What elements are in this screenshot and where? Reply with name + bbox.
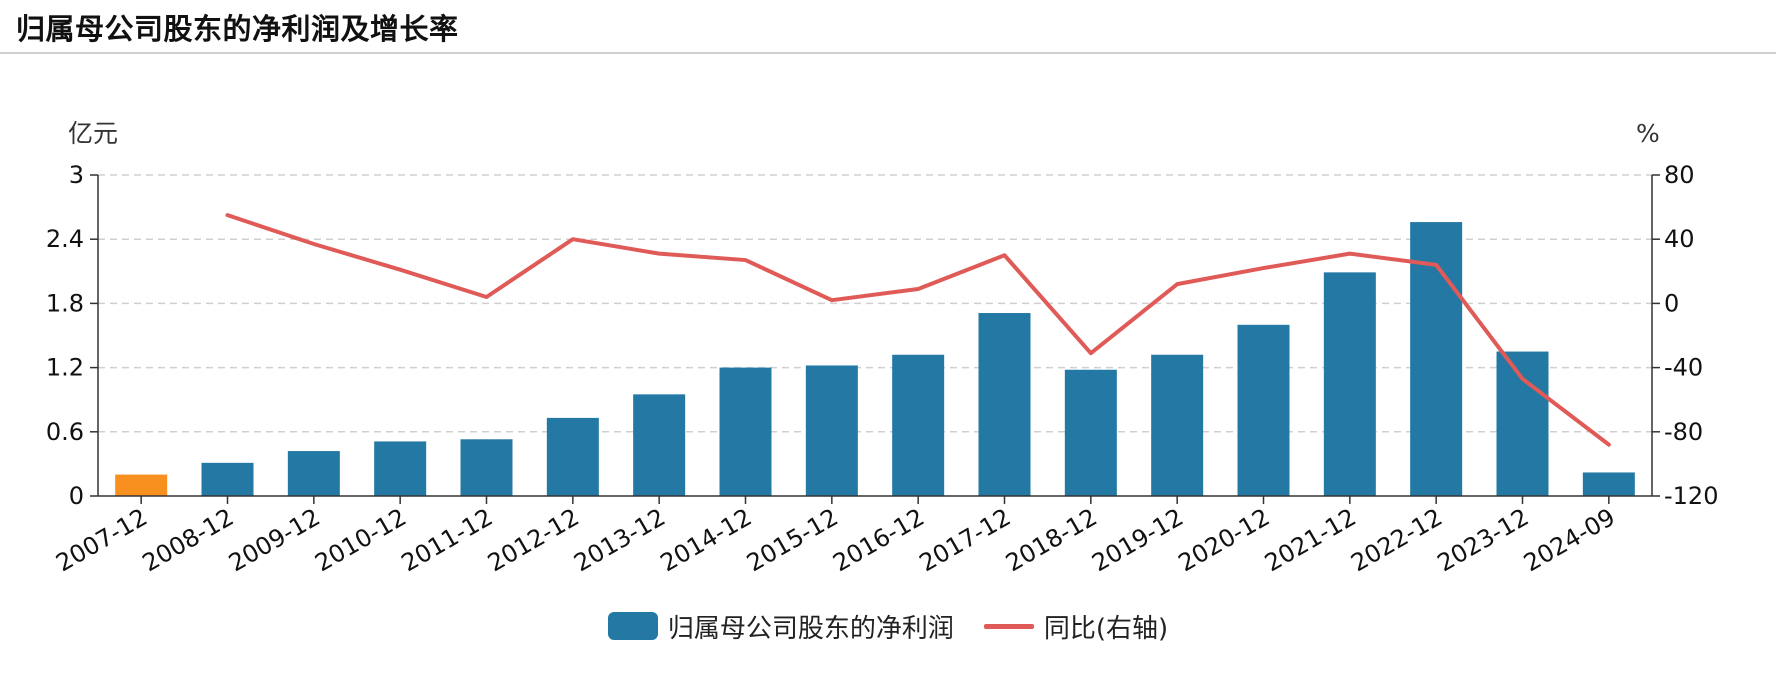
legend-label-yoy: 同比(右轴) xyxy=(1043,613,1169,644)
x-tick-label: 2023-12 xyxy=(1433,503,1534,577)
x-tick-label: 2018-12 xyxy=(1001,503,1102,577)
x-tick-label: 2024-09 xyxy=(1519,503,1620,577)
left-tick-label: 1.8 xyxy=(46,289,84,317)
bar xyxy=(892,354,945,496)
bar xyxy=(460,439,513,496)
left-axis-unit: 亿元 xyxy=(68,119,118,148)
bar xyxy=(1582,472,1635,496)
x-tick-label: 2011-12 xyxy=(397,503,498,577)
x-tick-label: 2017-12 xyxy=(915,503,1016,577)
left-tick-label: 0.6 xyxy=(46,418,84,446)
line-layer xyxy=(225,213,1611,447)
bar xyxy=(805,365,858,496)
x-tick-label: 2007-12 xyxy=(51,503,152,577)
legend-label-net-profit: 归属母公司股东的净利润 xyxy=(667,613,954,644)
bar xyxy=(287,451,340,496)
x-tick-label: 2008-12 xyxy=(138,503,239,577)
right-tick-label: 80 xyxy=(1664,161,1695,189)
x-tick-label: 2022-12 xyxy=(1346,503,1447,577)
bar xyxy=(546,417,599,496)
chart-canvas: 0 0.6 1.2 1.8 2.4 3 -120 -80 -40 0 40 80 2007-122008… xyxy=(46,119,1719,577)
x-tick-label: 2021-12 xyxy=(1260,503,1361,577)
axis-layer: 0 0.6 1.2 1.8 2.4 3 -120 -80 -40 0 40 80 2007-122008… xyxy=(46,161,1719,577)
bar xyxy=(1496,351,1549,496)
bar xyxy=(719,367,772,496)
bar xyxy=(633,394,686,496)
title-bar: 归属母公司股东的净利润及增长率 xyxy=(0,0,1776,54)
bar xyxy=(1323,272,1376,496)
left-tick-label: 3 xyxy=(69,161,84,189)
left-tick-label: 1.2 xyxy=(46,354,84,382)
right-tick-label: 0 xyxy=(1664,289,1679,317)
legend-item-yoy[interactable]: 同比(右轴) xyxy=(983,608,1169,645)
bar xyxy=(1064,369,1117,496)
x-tick-label: 2015-12 xyxy=(742,503,843,577)
bar xyxy=(374,441,427,496)
right-tick-label: -40 xyxy=(1664,354,1703,382)
x-tick-label: 2012-12 xyxy=(483,503,584,577)
legend-item-net-profit[interactable]: 归属母公司股东的净利润 xyxy=(607,608,954,645)
chart-title: 归属母公司股东的净利润及增长率 xyxy=(16,12,459,46)
grid-layer xyxy=(98,174,1652,433)
bar xyxy=(1237,324,1290,496)
right-tick-label: 40 xyxy=(1664,225,1695,253)
x-tick-label: 2010-12 xyxy=(310,503,411,577)
yoy-line xyxy=(225,213,1611,447)
x-tick-label: 2014-12 xyxy=(656,503,757,577)
x-tick-label: 2020-12 xyxy=(1174,503,1275,577)
bar xyxy=(1151,354,1204,496)
left-tick-label: 0 xyxy=(69,482,84,510)
legend: 归属母公司股东的净利润 同比(右轴) xyxy=(0,604,1776,648)
x-tick-label: 2009-12 xyxy=(224,503,325,577)
x-tick-label: 2019-12 xyxy=(1087,503,1188,577)
legend-bar-swatch xyxy=(607,612,658,640)
bar xyxy=(978,313,1031,496)
x-tick-label: 2016-12 xyxy=(828,503,929,577)
bar xyxy=(201,462,254,496)
bar-layer xyxy=(115,222,1635,496)
right-axis-unit: % xyxy=(1636,119,1660,148)
left-tick-label: 2.4 xyxy=(46,225,84,253)
bar xyxy=(115,474,168,496)
x-tick-label: 2013-12 xyxy=(569,503,670,577)
legend-line-swatch xyxy=(983,623,1034,629)
right-tick-label: -80 xyxy=(1664,418,1703,446)
right-tick-label: -120 xyxy=(1664,482,1718,510)
